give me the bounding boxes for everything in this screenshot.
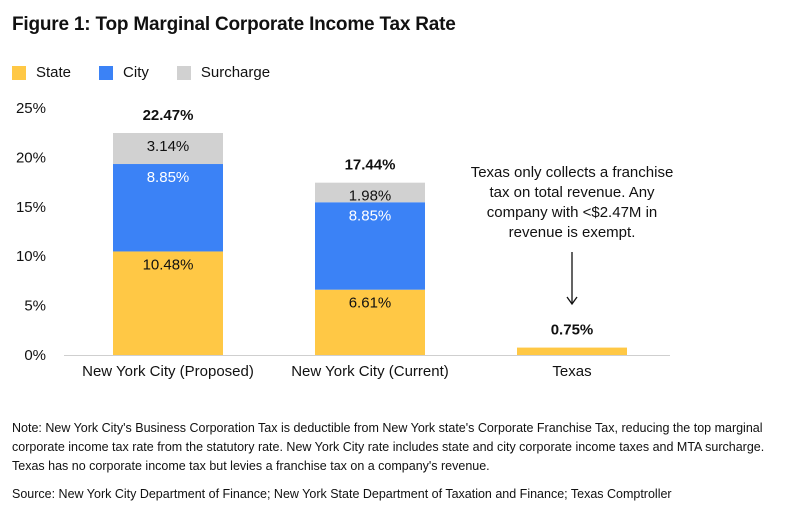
bar-city-0	[113, 164, 223, 252]
total-label: 0.75%	[551, 322, 594, 339]
legend-item-city: City	[99, 64, 149, 81]
chart-source: Source: New York City Department of Fina…	[12, 487, 672, 501]
annotation-arrowhead	[566, 296, 578, 306]
legend-label-surcharge: Surcharge	[200, 64, 271, 81]
legend-label-state: State	[36, 64, 72, 81]
y-tick-label: 5%	[24, 298, 46, 315]
bar-state-0	[113, 251, 223, 355]
legend-swatch-surcharge	[176, 65, 191, 80]
segment-label: 10.48%	[143, 256, 194, 273]
bar-surcharge-0	[113, 132, 223, 165]
bar-state-2	[517, 347, 627, 355]
segment-label: 3.14%	[147, 138, 190, 155]
total-label: 22.47%	[143, 107, 194, 124]
bar-state-1	[315, 289, 425, 355]
annotation-text: revenue is exempt.	[509, 224, 636, 241]
legend-swatch-city	[99, 65, 114, 80]
y-tick-label: 15%	[16, 199, 46, 216]
legend-item-state: State	[12, 64, 71, 81]
x-category-label: New York City (Proposed)	[82, 363, 254, 380]
total-label: 17.44%	[345, 157, 396, 174]
x-category-label: Texas	[552, 363, 591, 380]
segment-label: 8.85%	[349, 207, 392, 224]
y-tick-label: 25%	[16, 100, 46, 117]
y-tick-label: 10%	[16, 248, 46, 265]
bar-surcharge-1	[315, 182, 425, 203]
y-tick-label: 0%	[24, 347, 46, 364]
chart-note: Note: New York City's Business Corporati…	[12, 421, 765, 473]
y-tick-label: 20%	[16, 149, 46, 166]
x-category-label: New York City (Current)	[291, 363, 449, 380]
bar-chart: 0% 5% 10% 15% 20% 25% 10.48% 8.85% 3.14% 22.47% Ne…	[16, 100, 674, 380]
bar-city-1	[315, 202, 425, 290]
annotation-text: tax on total revenue. Any	[489, 184, 655, 201]
segment-label: 1.98%	[349, 188, 392, 205]
legend-item-surcharge: Surcharge	[176, 64, 271, 81]
annotation-text: Texas only collects a franchise	[471, 164, 674, 181]
legend: State City Surcharge	[12, 64, 298, 81]
legend-label-city: City	[123, 64, 149, 81]
segment-label: 8.85%	[147, 169, 190, 186]
legend-swatch-state	[12, 65, 26, 80]
chart-title: Figure 1: Top Marginal Corporate Income …	[12, 14, 456, 35]
annotation-text: company with <$2.47M in	[487, 204, 658, 221]
segment-label: 6.61%	[349, 295, 392, 312]
